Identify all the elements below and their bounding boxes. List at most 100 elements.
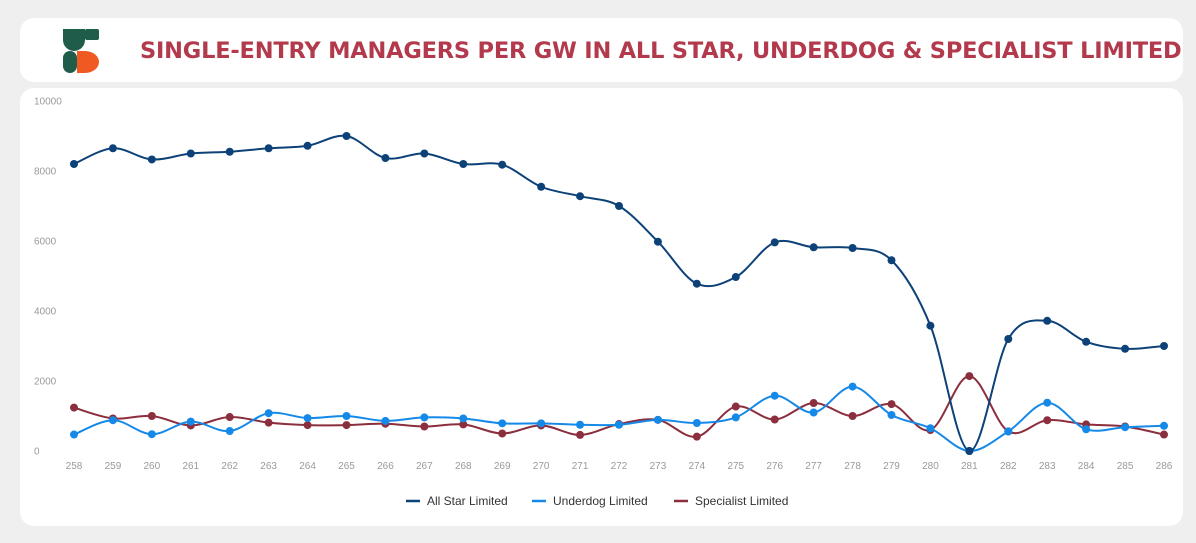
data-point [342, 421, 351, 430]
data-point [1043, 316, 1052, 325]
data-point [653, 237, 662, 246]
data-point [576, 420, 585, 429]
x-tick-label: 271 [572, 461, 589, 472]
data-point [965, 372, 974, 381]
series-all-star-limited [70, 132, 1168, 455]
data-point [225, 413, 234, 422]
data-point [186, 149, 195, 158]
data-point [498, 160, 507, 169]
data-point [303, 421, 312, 430]
data-point [225, 147, 234, 156]
data-point [887, 400, 896, 409]
y-tick-label: 6000 [34, 237, 57, 248]
data-point [459, 420, 468, 429]
data-point [1004, 335, 1013, 343]
data-point [965, 447, 974, 455]
data-point [576, 430, 585, 439]
x-tick-label: 272 [611, 461, 628, 472]
data-point [848, 412, 857, 420]
data-point [381, 416, 390, 425]
x-tick-label: 278 [844, 461, 861, 472]
x-tick-label: 276 [766, 461, 783, 472]
x-tick-label: 277 [805, 461, 822, 472]
data-point [848, 244, 857, 252]
page-title: SINGLE-ENTRY MANAGERS PER GW IN ALL STAR… [140, 38, 1182, 64]
x-tick-label: 258 [66, 461, 83, 472]
x-tick-label: 268 [455, 461, 472, 472]
data-point [926, 424, 935, 433]
data-point [809, 399, 818, 408]
x-tick-label: 281 [961, 461, 978, 472]
data-point [459, 414, 468, 423]
x-tick-label: 260 [144, 461, 161, 472]
data-point [692, 279, 701, 288]
x-tick-label: 261 [182, 461, 199, 472]
x-tick-label: 274 [689, 461, 706, 472]
brand-logo-icon [63, 29, 99, 73]
data-point [1082, 337, 1091, 346]
data-point [70, 403, 78, 412]
data-point [70, 160, 78, 168]
data-point [653, 415, 662, 424]
data-point [731, 413, 740, 422]
data-point [108, 144, 117, 153]
y-tick-label: 8000 [34, 167, 57, 178]
x-tick-label: 266 [377, 461, 394, 472]
x-tick-label: 259 [105, 461, 122, 472]
x-tick-label: 270 [533, 461, 550, 472]
data-point [342, 412, 351, 420]
data-point [1160, 430, 1168, 439]
x-tick-label: 280 [922, 461, 939, 472]
data-point [420, 422, 429, 431]
data-point [147, 412, 156, 420]
data-point [887, 256, 896, 265]
series-line-all-star-limited [73, 134, 1165, 452]
x-tick-label: 283 [1039, 461, 1056, 472]
x-tick-label: 269 [494, 461, 511, 472]
data-point [498, 429, 507, 438]
data-point [1160, 342, 1168, 350]
legend-label: Underdog Limited [553, 494, 648, 508]
data-point [770, 391, 779, 400]
y-tick-label: 0 [34, 447, 40, 458]
data-point [770, 238, 779, 247]
legend-label: Specialist Limited [695, 494, 788, 508]
header-card: SINGLE-ENTRY MANAGERS PER GW IN ALL STAR… [20, 18, 1183, 82]
data-point [420, 149, 429, 158]
data-point [692, 432, 701, 441]
data-point [1121, 344, 1130, 353]
data-point [303, 414, 312, 423]
y-tick-label: 4000 [34, 307, 57, 318]
data-point [1121, 423, 1130, 432]
data-point [147, 155, 156, 164]
x-tick-label: 286 [1156, 461, 1173, 472]
x-tick-label: 285 [1117, 461, 1134, 472]
data-point [576, 192, 585, 201]
data-point [692, 419, 701, 427]
data-point [264, 409, 273, 418]
logo-green-bottom [63, 51, 77, 73]
data-point [1082, 425, 1091, 434]
x-tick-label: 275 [727, 461, 744, 472]
y-tick-label: 2000 [34, 377, 57, 388]
data-point [498, 419, 507, 428]
series-underdog-limited [70, 382, 1168, 455]
data-point [537, 419, 546, 428]
data-point [108, 416, 117, 425]
data-point [848, 382, 857, 391]
data-point [459, 160, 468, 168]
x-tick-label: 265 [338, 461, 355, 472]
data-point [615, 420, 623, 429]
x-tick-label: 263 [260, 461, 277, 472]
data-point [147, 430, 156, 439]
data-point [264, 144, 273, 153]
x-tick-label: 279 [883, 461, 900, 472]
data-point [537, 182, 546, 191]
data-point [186, 417, 195, 426]
data-point [303, 141, 312, 150]
data-point [1043, 398, 1052, 407]
data-point [731, 402, 740, 411]
logo-orange-shape [77, 51, 99, 73]
x-tick-label: 262 [221, 461, 238, 472]
data-point [1160, 421, 1168, 430]
